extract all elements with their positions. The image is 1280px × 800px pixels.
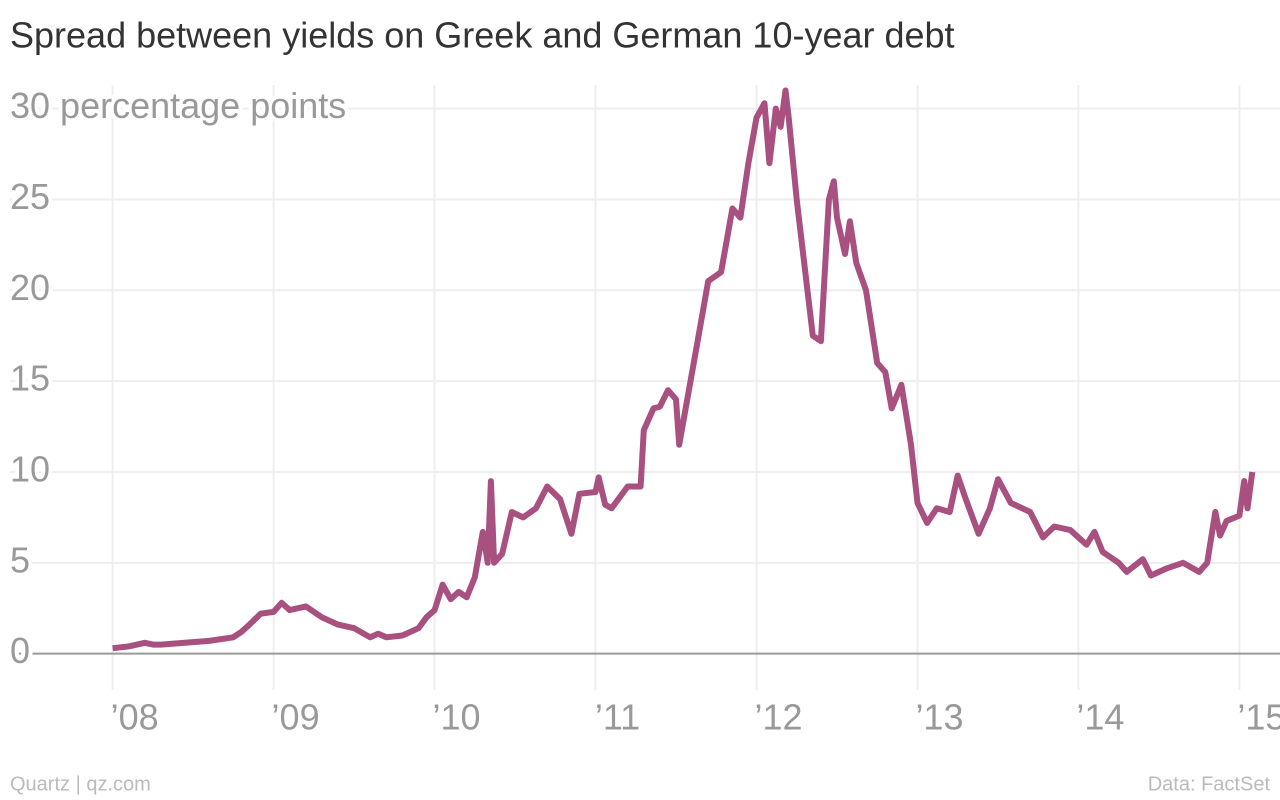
credit: Quartz | qz.com bbox=[10, 773, 151, 795]
y-tick-label: 0 bbox=[10, 630, 30, 671]
line bbox=[112, 87, 1256, 652]
y-tick-label: 10 bbox=[10, 448, 50, 489]
y-tick-label: 30 percentage points bbox=[10, 85, 346, 126]
y-tick-label: 20 bbox=[10, 267, 50, 308]
x-tick-label: ’11 bbox=[595, 697, 640, 738]
y-tick-label: 15 bbox=[10, 358, 50, 399]
chart-title: Spread between yields on Greek and Germa… bbox=[10, 15, 955, 56]
x-tick-label: ’13 bbox=[915, 697, 963, 738]
x-tick-label: ’14 bbox=[1076, 697, 1124, 738]
x-tick-label: ’10 bbox=[433, 697, 481, 738]
y-tick-label: 5 bbox=[10, 539, 30, 580]
x-tick-label: ’09 bbox=[272, 697, 320, 738]
x-tick-label: ’08 bbox=[111, 697, 159, 738]
x-tick-label: ’12 bbox=[754, 697, 802, 738]
source: Data: FactSet bbox=[1148, 773, 1271, 795]
x-tick-label: ’15 bbox=[1237, 697, 1280, 738]
y-tick-label: 25 bbox=[10, 176, 50, 217]
